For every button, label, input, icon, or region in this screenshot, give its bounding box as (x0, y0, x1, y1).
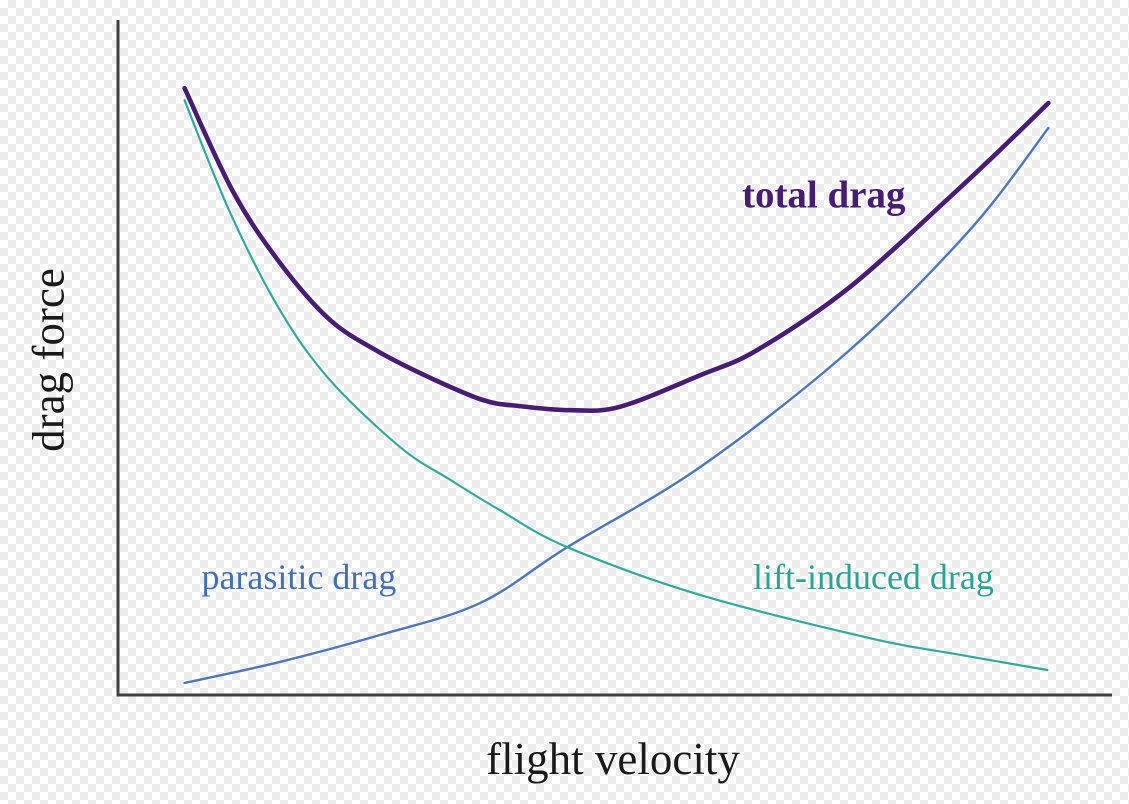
series-line-parasitic-drag (183, 126, 1050, 685)
series-line-total-drag (182, 85, 1051, 414)
axes-group (116, 20, 1112, 697)
y-axis-label: drag force (23, 268, 74, 452)
x-axis-label: flight velocity (486, 734, 740, 784)
parasitic-drag-label: parasitic drag (201, 556, 397, 597)
total-drag-label: total drag (741, 173, 906, 217)
series-group (182, 85, 1051, 685)
series-line-lift-induced-drag (183, 99, 1049, 672)
lift-induced-drag-label: lift-induced drag (752, 556, 994, 597)
